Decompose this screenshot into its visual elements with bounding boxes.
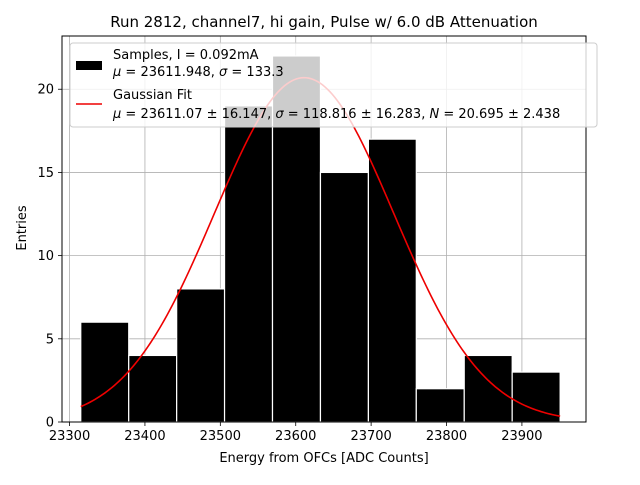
x-tick-label: 23900 — [501, 429, 542, 444]
y-axis-label: Entries — [15, 205, 30, 251]
legend-samples-stats-part: = 23611.948, — [121, 65, 219, 80]
histogram-bar — [511, 371, 561, 423]
x-tick-label: 23800 — [426, 429, 467, 444]
y-tick-label: 10 — [37, 249, 54, 264]
histogram-bar — [367, 138, 417, 423]
histogram-bar — [176, 288, 226, 423]
y-axis-ticks: 0 5 10 15 20 — [37, 83, 62, 431]
histogram-bar — [223, 105, 274, 423]
y-tick-label: 0 — [46, 416, 54, 431]
legend-fit-stats-part: μ — [112, 107, 121, 122]
x-axis-label: Energy from OFCs [ADC Counts] — [219, 451, 428, 466]
legend-samples-swatch — [76, 61, 102, 70]
x-tick-label: 23700 — [350, 429, 391, 444]
x-tick-label: 23300 — [49, 429, 90, 444]
legend-samples-label: Samples, I = 0.092mA — [113, 48, 259, 63]
legend-fit-stats-part: = 118.816 ± 16.283, — [284, 107, 430, 122]
legend-fit-stats-part: σ — [275, 107, 284, 122]
legend-samples-stats-part: σ — [219, 65, 228, 80]
legend-samples-stats-part: μ — [112, 65, 121, 80]
x-tick-label: 23500 — [200, 429, 241, 444]
legend-samples-stats-part: = 133.3 — [227, 65, 283, 80]
histogram-bar — [463, 354, 513, 423]
legend: Samples, I = 0.092mA μ = 23611.948, σ = … — [69, 42, 598, 128]
legend-samples-stats: μ = 23611.948, σ = 133.3 — [112, 65, 284, 80]
y-tick-label: 15 — [37, 166, 54, 181]
histogram-bar — [128, 354, 178, 423]
x-axis-ticks: 23300 23400 23500 23600 23700 23800 23900 — [49, 422, 543, 444]
legend-box — [69, 42, 598, 128]
histogram-bar — [319, 171, 370, 423]
chart-title: Run 2812, channel7, hi gain, Pulse w/ 6.… — [110, 13, 538, 31]
histogram-bar — [415, 388, 465, 423]
y-tick-label: 20 — [37, 83, 54, 98]
legend-fit-stats: μ = 23611.07 ± 16.147, σ = 118.816 ± 16.… — [112, 107, 560, 122]
y-tick-label: 5 — [46, 332, 54, 347]
legend-fit-stats-part: = 23611.07 ± 16.147, — [121, 107, 275, 122]
x-tick-label: 23600 — [275, 429, 316, 444]
legend-fit-stats-part: N — [429, 107, 439, 122]
x-tick-label: 23400 — [124, 429, 165, 444]
axes-frame — [61, 35, 587, 423]
histogram-bar — [80, 321, 130, 423]
legend-fit-stats-part: = 20.695 ± 2.438 — [439, 107, 560, 122]
legend-fit-label: Gaussian Fit — [113, 88, 192, 103]
